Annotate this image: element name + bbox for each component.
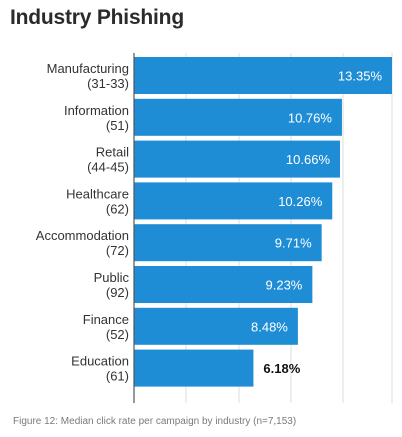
bar [134, 224, 322, 262]
data-label: 10.66% [286, 152, 331, 167]
data-label: 9.23% [266, 278, 303, 293]
data-label: 9.71% [275, 236, 312, 251]
category-label: Manufacturing [47, 61, 129, 76]
category-label: Accommodation [36, 228, 129, 243]
chart-title: Industry Phishing [10, 6, 184, 29]
category-label: Healthcare [66, 186, 129, 201]
category-code-label: (62) [106, 201, 129, 216]
bar [134, 349, 254, 387]
category-label: Finance [83, 312, 129, 327]
data-label: 6.18% [263, 361, 300, 376]
category-label: Public [94, 270, 130, 285]
category-code-label: (72) [106, 243, 129, 258]
category-label: Information [64, 103, 129, 118]
bar [134, 266, 313, 303]
category-code-label: (44-45) [87, 160, 129, 175]
bar [134, 182, 333, 220]
category-code-label: (61) [106, 369, 129, 384]
data-label: 8.48% [251, 319, 288, 334]
category-code-label: (92) [106, 285, 129, 300]
data-label: 10.76% [288, 110, 333, 125]
category-code-label: (52) [106, 327, 129, 342]
category-label: Education [71, 354, 129, 369]
figure-caption: Figure 12: Median click rate per campaig… [13, 416, 297, 427]
bar [134, 140, 341, 178]
category-code-label: (31-33) [87, 76, 129, 91]
category-label: Retail [96, 145, 129, 160]
bar [134, 57, 392, 94]
bar [134, 307, 298, 345]
data-label: 10.26% [278, 194, 323, 209]
category-code-label: (51) [106, 118, 129, 133]
data-label: 13.35% [338, 69, 383, 84]
bar [134, 98, 342, 136]
